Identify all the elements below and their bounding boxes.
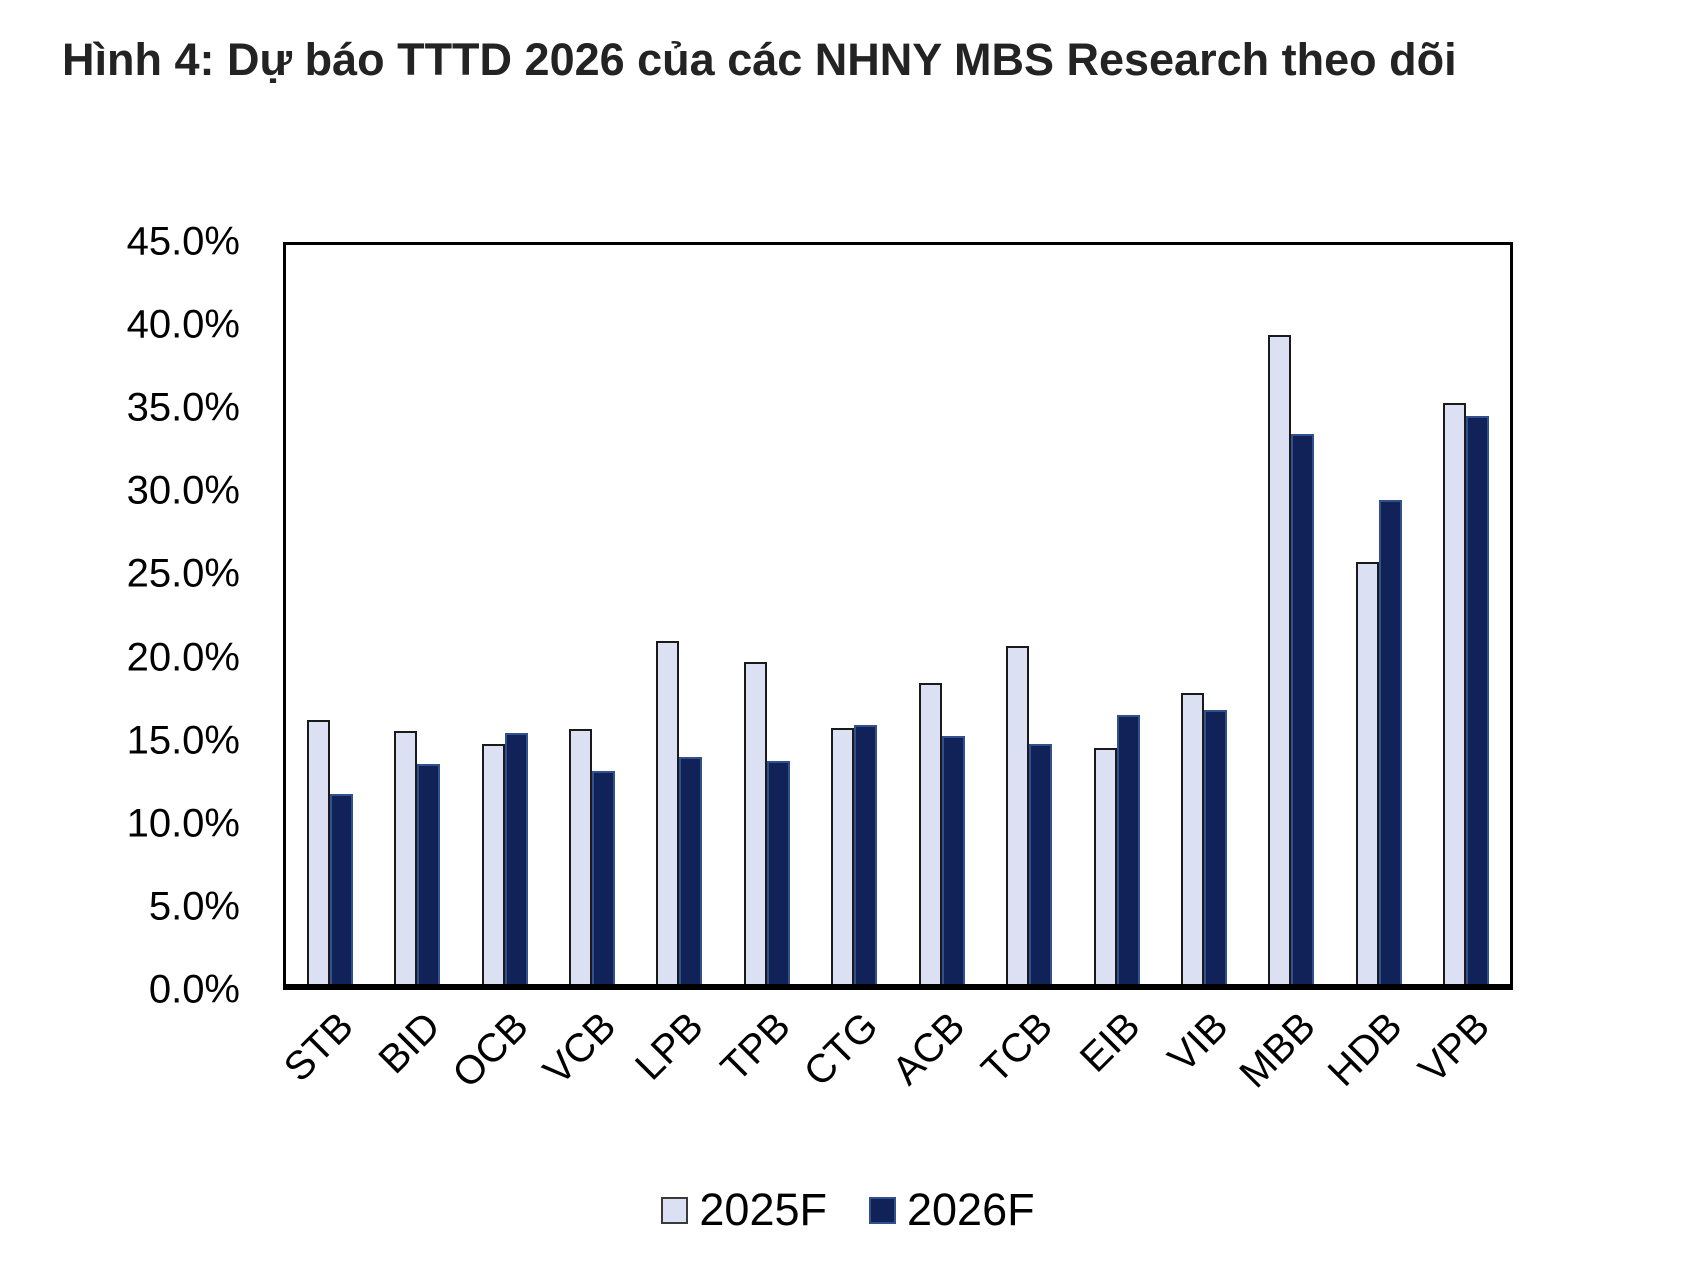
y-tick-label: 35.0%	[126, 385, 240, 430]
bar-2026f-vpb	[1466, 416, 1490, 984]
bar-2026f-vcb	[592, 771, 615, 984]
y-tick-label: 40.0%	[126, 302, 240, 347]
y-tick-label: 30.0%	[126, 468, 240, 513]
bar-2026f-vib	[1204, 710, 1227, 984]
bar-2026f-hdb	[1378, 500, 1402, 984]
bar-2025f-hdb	[1355, 562, 1379, 984]
bar-2026f-acb	[941, 736, 965, 984]
legend: 2025F 2026F	[0, 1178, 1696, 1242]
y-tick-label: 10.0%	[126, 801, 240, 846]
bar-2025f-vib	[1181, 693, 1204, 984]
bar-2026f-tpb	[766, 761, 790, 984]
x-tick-label: ACB	[884, 1004, 974, 1094]
bar-2026f-ocb	[504, 733, 528, 984]
y-tick-label: 20.0%	[126, 635, 240, 680]
x-tick-label: OCB	[444, 1004, 537, 1097]
legend-label-2026f: 2026F	[907, 1184, 1035, 1235]
bar-2026f-eib	[1116, 715, 1140, 984]
x-tick-label: TPB	[712, 1004, 799, 1091]
y-tick-label: 25.0%	[126, 551, 240, 596]
x-tick-label: VIB	[1159, 1004, 1237, 1081]
y-tick-label: 0.0%	[148, 967, 240, 1012]
bar-2026f-bid	[417, 764, 441, 984]
x-tick-label: EIB	[1071, 1004, 1149, 1081]
bar-2026f-ctg	[854, 725, 878, 984]
legend-item-2025f: 2025F	[661, 1184, 827, 1236]
x-tick-label: STB	[275, 1004, 362, 1091]
bar-2025f-tpb	[743, 662, 767, 984]
bar-2025f-vpb	[1443, 403, 1467, 984]
bar-2025f-tcb	[1006, 646, 1030, 984]
legend-label-2025f: 2025F	[699, 1184, 827, 1235]
x-tick-label: LPB	[626, 1004, 712, 1089]
x-tick-label: HDB	[1320, 1004, 1411, 1095]
x-tick-label: MBB	[1231, 1004, 1324, 1097]
chart-title: Hình 4: Dự báo TTTD 2026 của các NHNY MB…	[62, 34, 1457, 85]
bar-2025f-vcb	[569, 729, 592, 984]
bar-2025f-stb	[306, 720, 330, 984]
y-tick-label: 5.0%	[148, 884, 240, 929]
x-tick-label: VCB	[534, 1004, 625, 1094]
legend-swatch-2026f	[869, 1196, 896, 1224]
bar-2025f-ctg	[831, 728, 855, 984]
bar-2026f-stb	[329, 794, 353, 984]
bar-2025f-lpb	[656, 641, 680, 984]
legend-swatch-2025f	[661, 1196, 689, 1224]
bar-2026f-tcb	[1029, 744, 1053, 984]
bar-2025f-mbb	[1268, 335, 1292, 984]
x-tick-label: VPB	[1410, 1004, 1499, 1092]
bar-2026f-lpb	[679, 757, 703, 984]
bar-2025f-ocb	[481, 744, 505, 984]
bar-2025f-acb	[918, 683, 942, 984]
bar-2025f-eib	[1093, 748, 1117, 984]
plot-area	[283, 242, 1513, 990]
bar-2026f-mbb	[1291, 434, 1315, 984]
y-tick-label: 45.0%	[126, 219, 240, 264]
x-tick-label: TCB	[973, 1004, 1062, 1092]
y-tick-label: 15.0%	[126, 718, 240, 763]
x-tick-label: CTG	[795, 1004, 887, 1095]
legend-item-2026f: 2026F	[869, 1184, 1035, 1236]
bar-2025f-bid	[394, 731, 418, 984]
x-tick-label: BID	[370, 1004, 450, 1083]
